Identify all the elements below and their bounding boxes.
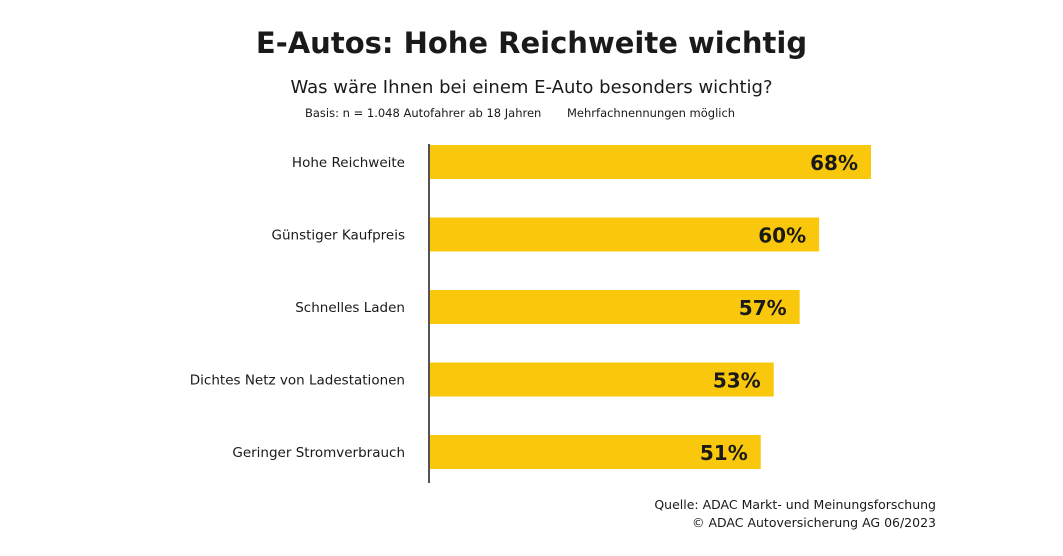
value-label: 51% xyxy=(700,441,748,465)
bar xyxy=(430,435,761,469)
category-label: Dichtes Netz von Ladestationen xyxy=(190,373,405,389)
value-label: 60% xyxy=(758,224,806,248)
basis-note: Basis: n = 1.048 Autofahrer ab 18 Jahren xyxy=(305,106,542,120)
multiple-answers-note: Mehrfachnennungen möglich xyxy=(567,106,736,120)
value-label: 53% xyxy=(713,369,761,393)
source-line: Quelle: ADAC Markt- und Meinungsforschun… xyxy=(654,497,936,512)
category-label: Schnelles Laden xyxy=(295,300,405,316)
source-note: Quelle: ADAC Markt- und Meinungsforschun… xyxy=(654,496,936,532)
category-label: Günstiger Kaufpreis xyxy=(272,228,405,244)
copyright-line: © ADAC Autoversicherung AG 06/2023 xyxy=(692,515,936,530)
category-label: Hohe Reichweite xyxy=(292,155,405,171)
bar xyxy=(430,290,800,324)
chart-title: E-Autos: Hohe Reichweite wichtig xyxy=(255,26,808,60)
value-label: 57% xyxy=(739,296,787,320)
bar xyxy=(430,362,774,397)
value-label: 68% xyxy=(810,151,858,175)
bar xyxy=(430,217,820,252)
category-label: Geringer Stromverbrauch xyxy=(232,445,405,461)
chart-subtitle: Was wäre Ihnen bei einem E-Auto besonder… xyxy=(290,77,773,98)
bar xyxy=(430,145,871,179)
